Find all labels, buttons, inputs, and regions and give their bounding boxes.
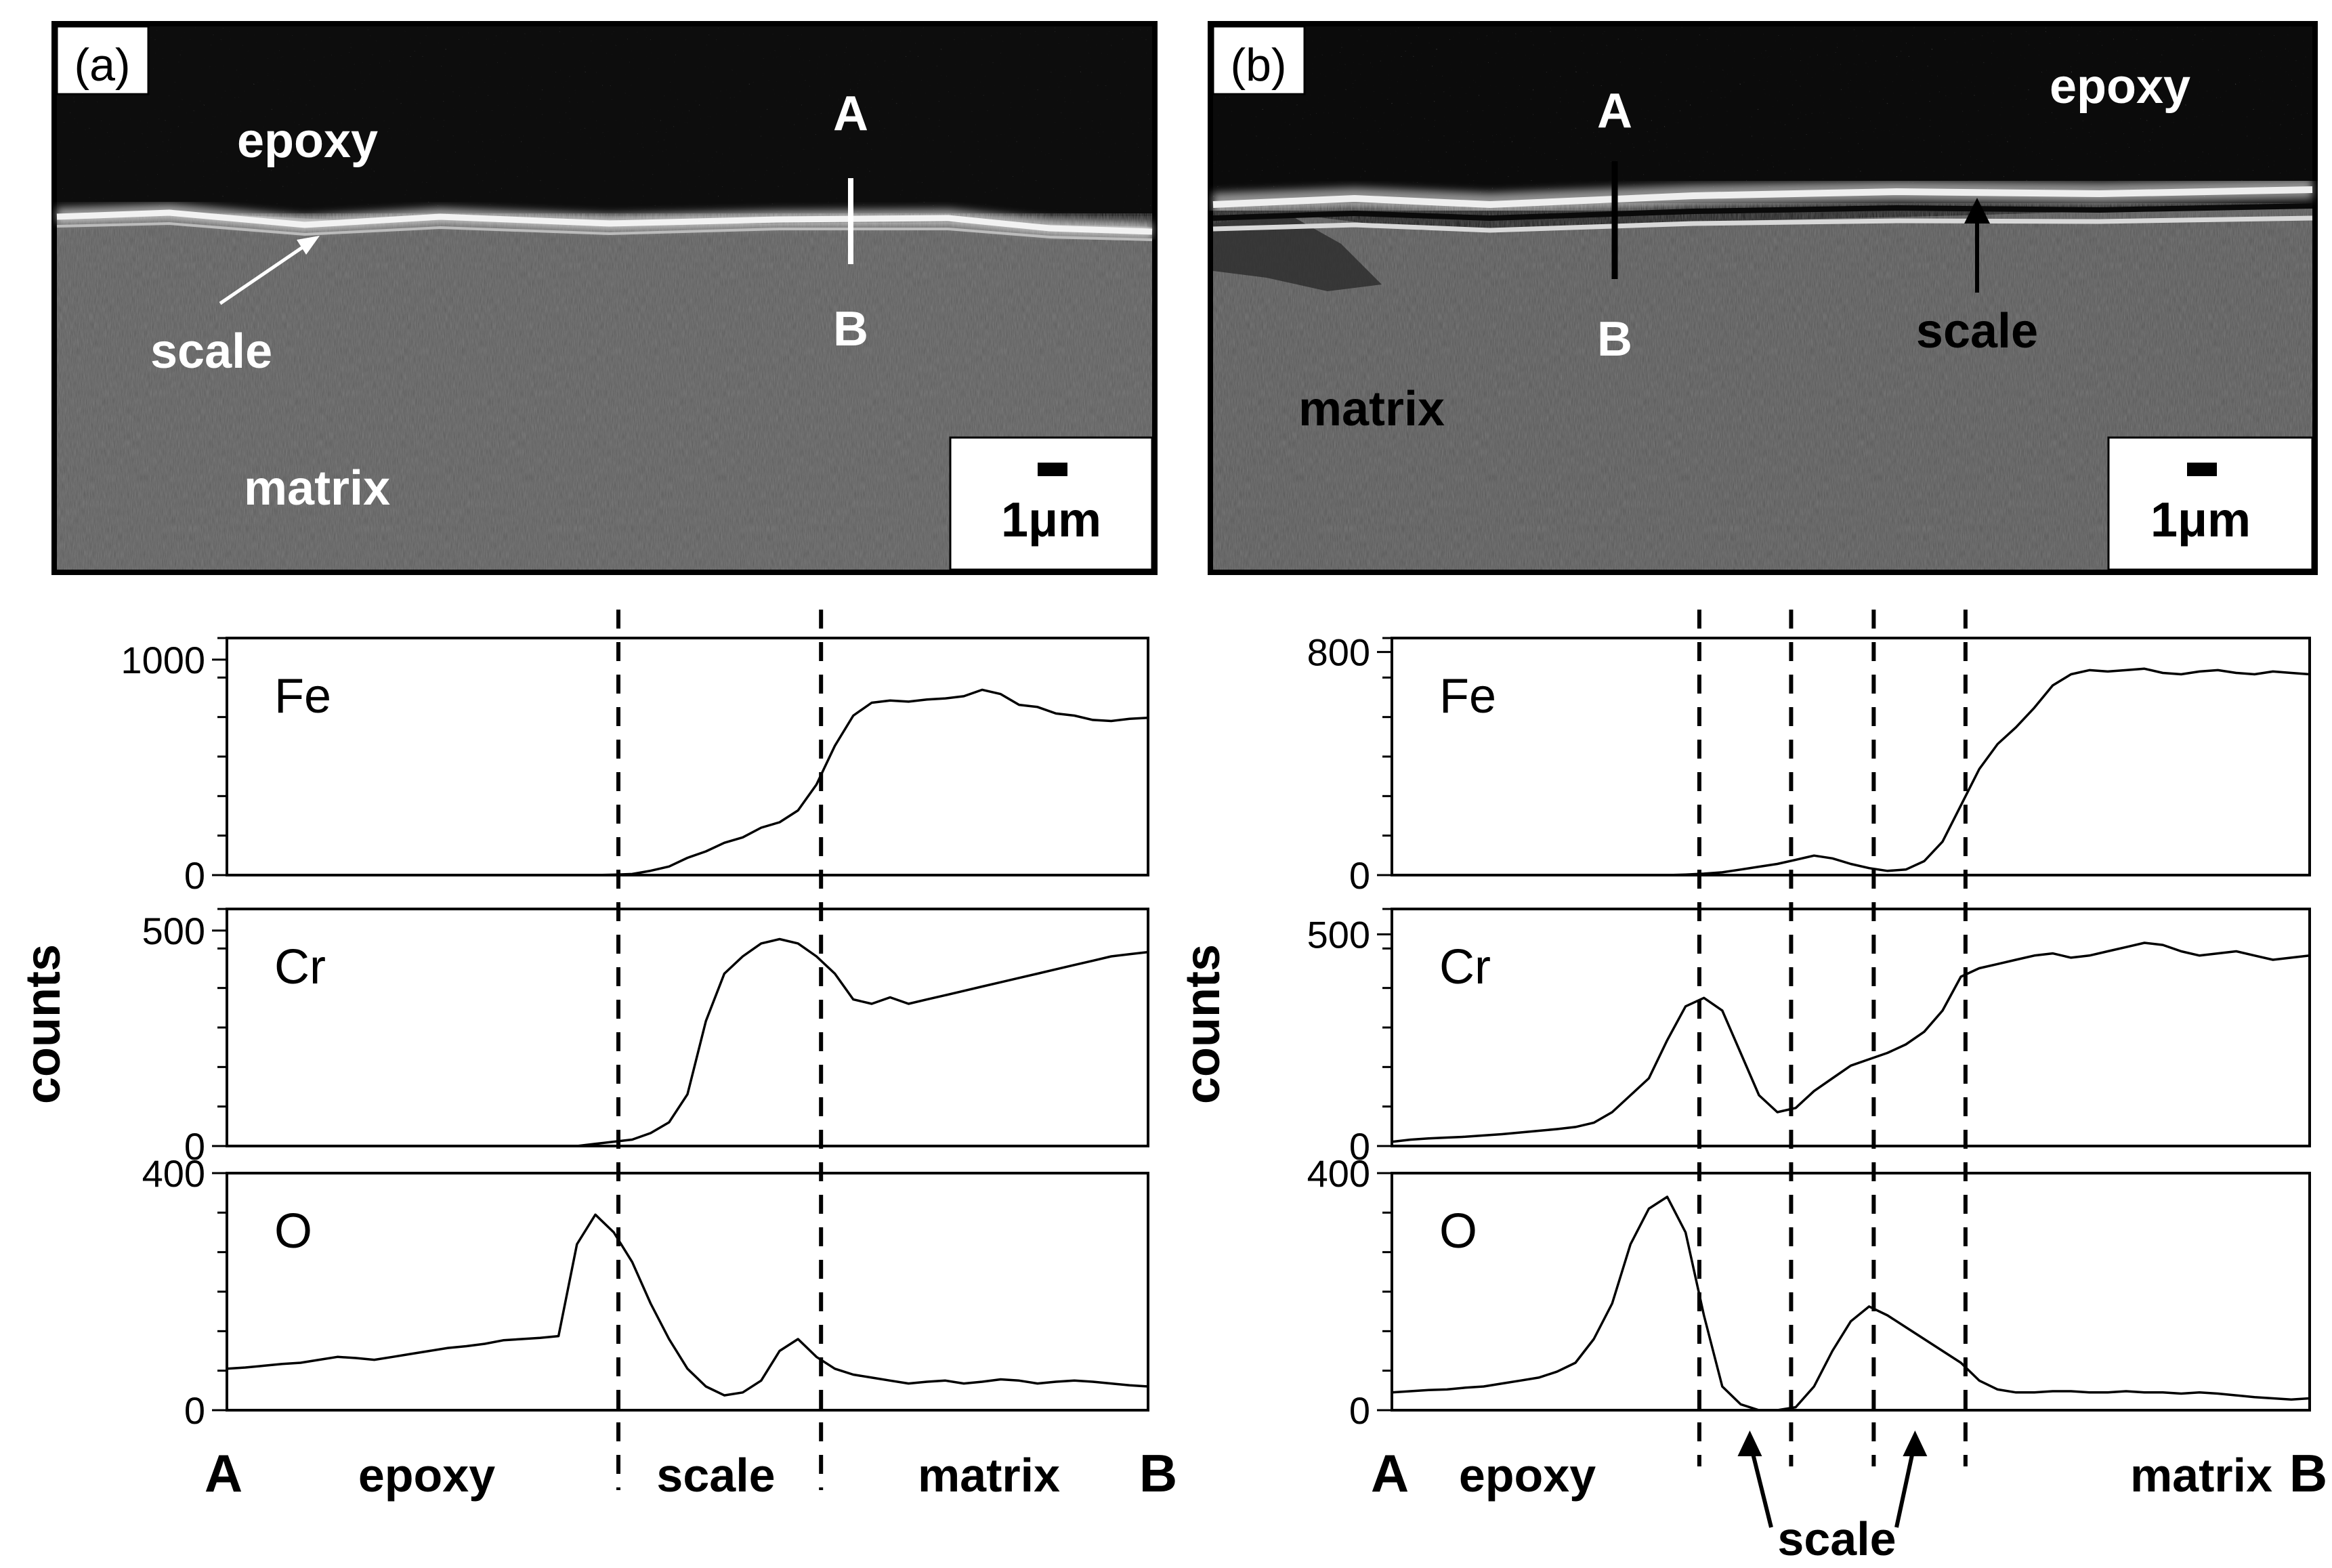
micrograph-b-label-scale: scale [1916, 304, 2038, 358]
subplot-O: 0 400 O [1307, 1152, 2311, 1432]
subplot-Fe: 0 800 Fe [1307, 631, 2311, 897]
subplot-Cr: 0 500 Cr [142, 908, 1149, 1168]
micrograph-b-scalebar-box [2107, 436, 2314, 571]
y-axis-label: counts [1176, 944, 1230, 1104]
series-label-Cr: Cr [274, 940, 326, 994]
y-tick-label: 0 [1349, 1389, 1370, 1432]
subplot-frame [1391, 637, 2311, 876]
subplot-Fe: 0 1000 Fe [121, 637, 1149, 897]
micrograph-b-matrix-texture [1213, 203, 2312, 570]
micrograph-b-dark-intrusion [1213, 213, 1382, 291]
micrograph-b: (b) epoxy A B scale matrix 1μm [1208, 21, 2318, 575]
series-label-Fe: Fe [1439, 669, 1496, 723]
micrograph-b-label-B: B [1597, 312, 1632, 366]
x-label-epoxy: epoxy [358, 1449, 495, 1502]
x-label-A: A [1371, 1443, 1409, 1503]
micrograph-b-label-A: A [1597, 84, 1632, 138]
micrograph-b-scalebar-label: 1μm [2150, 493, 2251, 547]
x-label-B: B [2289, 1443, 2327, 1503]
y-tick-label: 400 [1307, 1152, 1370, 1195]
x-label-scale-arrows: scale [1777, 1512, 1896, 1565]
micrograph-a-scale-line [56, 209, 1153, 235]
x-label-matrix: matrix [2130, 1449, 2272, 1502]
y-tick-label: 500 [142, 910, 205, 952]
micrograph-a-scale-arrow [219, 239, 313, 305]
series-line-Cr [1391, 941, 2310, 1143]
micrograph-b-scalebar [2187, 463, 2217, 476]
micrograph-a-label-scale: scale [150, 324, 272, 379]
subplot-frame [226, 637, 1149, 876]
y-tick-label: 1000 [121, 639, 205, 681]
micrograph-a-scalebar-label: 1μm [1001, 493, 1101, 547]
subplot-O: 0 400 O [142, 1152, 1149, 1432]
micrograph-b-label-epoxy: epoxy [2050, 60, 2190, 114]
micrograph-a-label-B: B [833, 302, 868, 356]
micrograph-a-label-epoxy: epoxy [237, 114, 378, 168]
micrograph-a-scalebar-box [949, 436, 1153, 571]
series-label-Cr: Cr [1439, 940, 1491, 994]
micrograph-b-label-matrix: matrix [1298, 382, 1445, 436]
y-tick-label: 0 [1349, 854, 1370, 897]
series-line-Fe [1392, 667, 2310, 876]
y-tick-label: 400 [142, 1152, 205, 1195]
micrograph-b-scale-line-dark [1212, 203, 2313, 221]
micrograph-a-label-matrix: matrix [244, 461, 390, 515]
micrograph-a-scalebar [1038, 463, 1067, 476]
series-line-O [226, 1213, 1149, 1397]
y-tick-label: 0 [1349, 1125, 1370, 1168]
y-axis-label: counts [16, 944, 70, 1104]
micrograph-b-scale-line-lower [1212, 215, 2313, 233]
series-line-Cr [227, 937, 1149, 1147]
scale-arrowhead-left [1737, 1431, 1762, 1456]
y-tick-label: 0 [184, 1125, 205, 1168]
micrograph-a: (a) epoxy A B scale matrix 1μm [51, 21, 1158, 575]
micrograph-b-epoxy-specks [1213, 26, 2312, 209]
series-label-Fe: Fe [274, 669, 331, 723]
micrograph-a-matrix-texture [57, 213, 1152, 570]
panel-b-tag: (b) [1230, 39, 1286, 91]
subplot-frame [1391, 1172, 2311, 1412]
panel-a-tag-box [56, 25, 150, 96]
series-label-O: O [1439, 1204, 1477, 1258]
panel-b-tag-box [1212, 25, 1306, 96]
micrograph-b-scale-line-upper [1212, 186, 2313, 209]
y-tick-label: 0 [184, 854, 205, 897]
y-tick-label: 500 [1307, 914, 1370, 956]
scale-arrowhead-right [1903, 1431, 1928, 1456]
micrograph-b-scale-arrowhead [1964, 198, 1990, 224]
micrograph-a-scale-arrowhead [297, 236, 320, 255]
y-tick-label: 800 [1307, 631, 1370, 674]
series-label-O: O [274, 1204, 312, 1258]
micrograph-a-label-A: A [833, 87, 868, 141]
x-label-B: B [1139, 1443, 1177, 1503]
x-label-matrix: matrix [918, 1449, 1060, 1502]
series-line-Fe [227, 688, 1149, 876]
x-label-scale: scale [656, 1449, 775, 1502]
panel-a-tag: (a) [74, 39, 130, 91]
y-tick-label: 0 [184, 1389, 205, 1432]
subplot-frame [226, 908, 1149, 1147]
micrograph-a-scale-edge [56, 221, 1153, 241]
subplot-Cr: 0 500 Cr [1307, 908, 2311, 1168]
series-line-O [1391, 1195, 2310, 1412]
x-label-epoxy: epoxy [1459, 1449, 1596, 1502]
micrograph-a-epoxy-specks [57, 26, 1152, 216]
subplot-frame [226, 1172, 1149, 1412]
x-label-A: A [205, 1443, 242, 1503]
subplot-frame [1391, 908, 2311, 1147]
